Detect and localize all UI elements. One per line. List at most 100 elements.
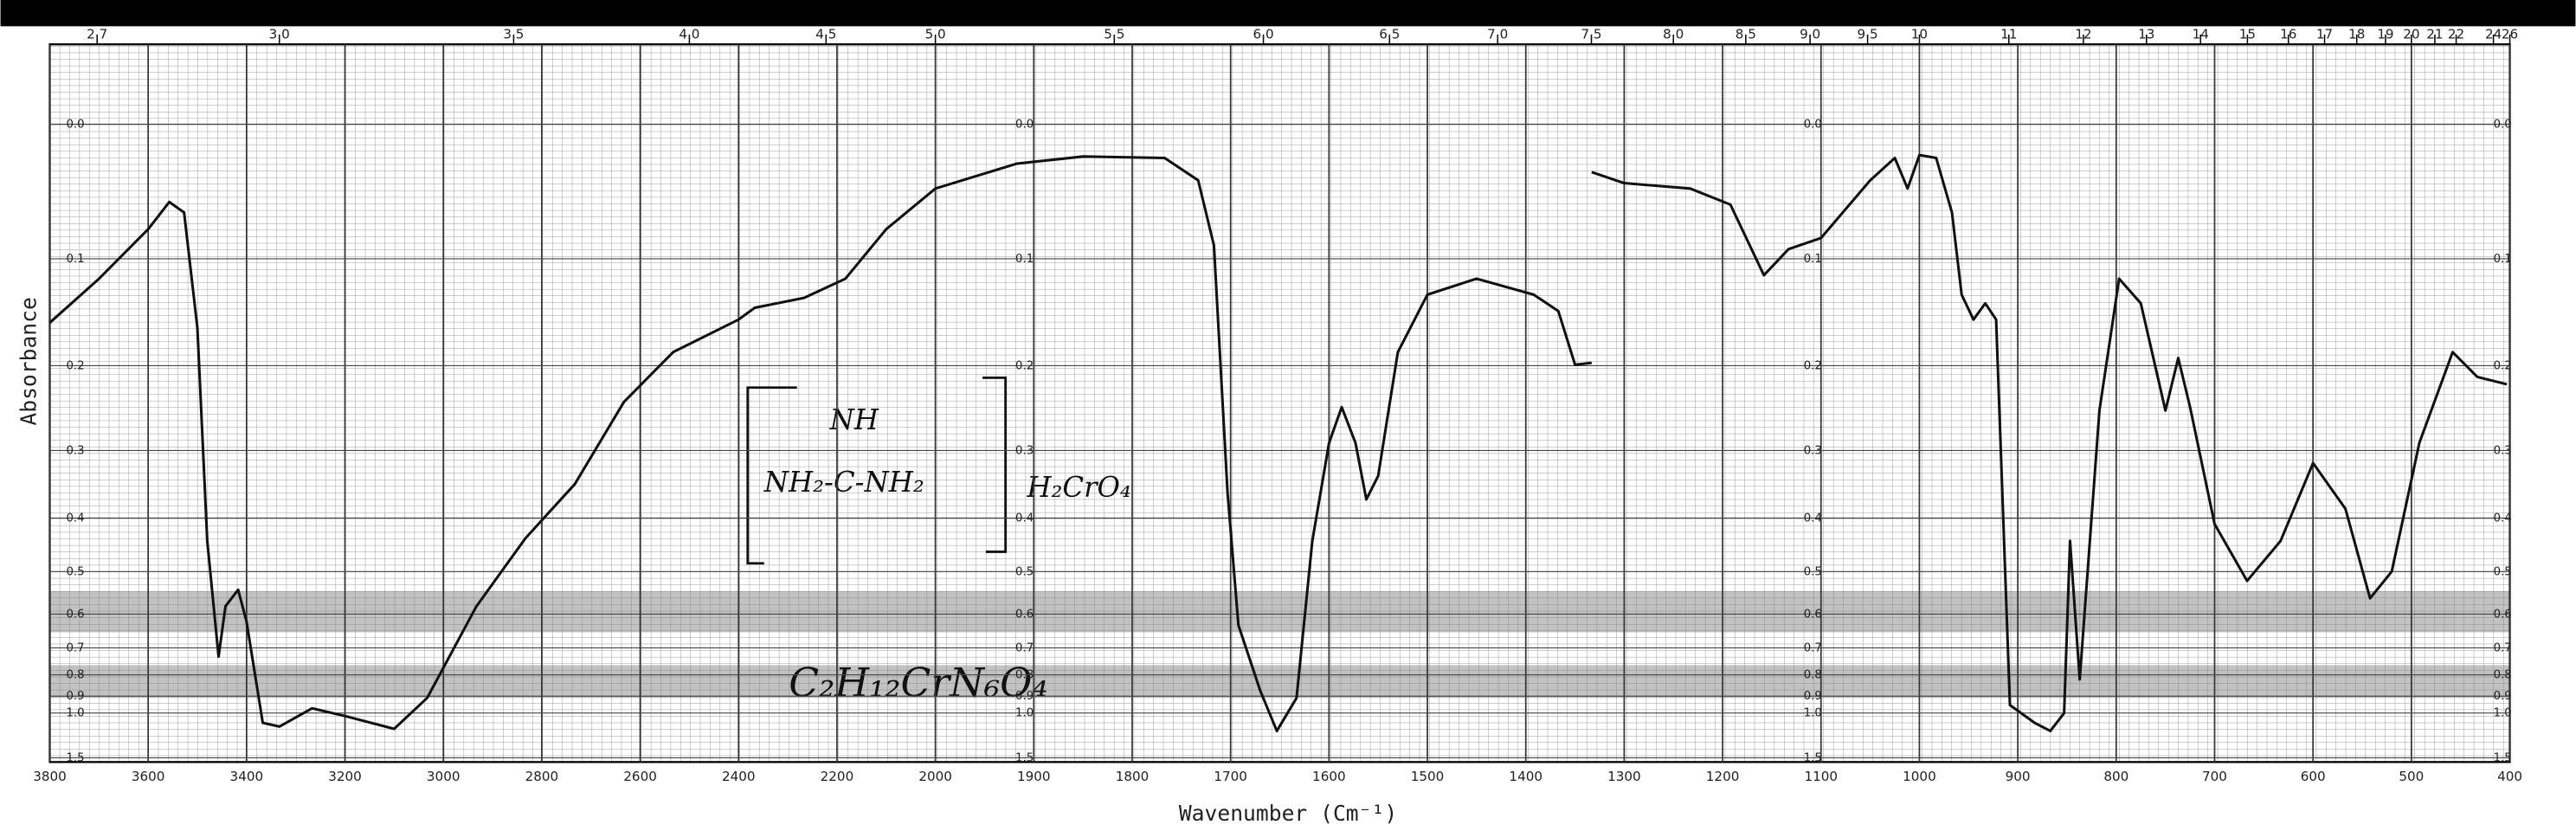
y-tick-label: 0.8	[1804, 669, 1822, 682]
x-tick-label: 2600	[623, 769, 657, 784]
y-tick-label: 0.5	[1015, 565, 1034, 578]
shade-band	[49, 591, 2510, 633]
y-tick-label: 0.7	[2494, 641, 2512, 654]
y-tick-label: 0.2	[1804, 359, 1822, 372]
x2-tick-label: 21	[2426, 26, 2443, 42]
x2-tick-label: 6.5	[1379, 26, 1400, 42]
x-tick-label: 1100	[1804, 769, 1838, 784]
y-tick-label: 0.3	[1804, 444, 1822, 457]
y-tick-label: 0.8	[66, 669, 84, 682]
annotation: C₂H₁₂CrN₆O₄	[789, 660, 1047, 706]
x-tick-label: 1000	[1903, 769, 1936, 784]
x-tick-label: 400	[2497, 769, 2522, 784]
x2-tick-label: 10	[1911, 26, 1928, 42]
x2-tick-label: 3.0	[269, 26, 290, 42]
y-tick-label: 0.8	[1015, 669, 1034, 682]
shade-band	[49, 665, 2510, 699]
y-tick-label: 1.5	[2494, 751, 2512, 764]
y-tick-label: 0.4	[66, 512, 84, 525]
x-tick-label: 500	[2399, 769, 2424, 784]
x2-tick-label: 12	[2075, 26, 2091, 42]
y-tick-label: 0.0	[66, 118, 84, 131]
y-tick-label: 0.9	[66, 690, 84, 703]
bracket	[746, 376, 1008, 565]
x2-tick-label: 15	[2239, 26, 2256, 42]
y-tick-label: 0.8	[2494, 669, 2512, 682]
y-tick-label: 0.1	[1015, 253, 1034, 266]
y-tick-label: 1.0	[2494, 707, 2512, 720]
x2-tick-label: 9.0	[1800, 26, 1820, 42]
x2-tick-label: 19	[2377, 26, 2393, 42]
x-tick-label: 3200	[328, 769, 362, 784]
x-tick-label: 1800	[1116, 769, 1150, 784]
x2-tick-label: 4.0	[679, 26, 699, 42]
y-tick-label: 0.3	[2494, 444, 2512, 457]
x2-tick-label: 14	[2193, 26, 2209, 42]
y-tick-label: 1.5	[66, 751, 84, 764]
x2-tick-label: 24	[2485, 26, 2502, 42]
y-tick-label: 0.4	[2494, 512, 2512, 525]
y-tick-label: 1.0	[1015, 707, 1034, 720]
graph-paper	[49, 44, 2510, 763]
x2-tick-label: 20	[2403, 26, 2419, 42]
y-tick-label: 0.1	[66, 253, 84, 266]
x-tick-label: 900	[2006, 769, 2031, 784]
x-tick-label: 800	[2103, 769, 2128, 784]
x-tick-label: 1600	[1312, 769, 1346, 784]
x2-tick-label: 18	[2348, 26, 2365, 42]
y-tick-label: 0.5	[1804, 565, 1822, 578]
y-tick-label: 0.9	[2494, 690, 2512, 703]
x2-tick-label: 13	[2138, 26, 2154, 42]
annotation: NH₂-C-NH₂	[763, 466, 924, 499]
y-tick-label: 0.6	[1015, 608, 1034, 621]
y-tick-label: 0.0	[1804, 118, 1822, 131]
y-tick-label: 1.5	[1804, 751, 1822, 764]
y-tick-label: 0.1	[1804, 253, 1822, 266]
y-tick-label: 0.3	[1015, 444, 1034, 457]
x2-tick-label: 4.5	[815, 26, 836, 42]
x-tick-label: 2200	[821, 769, 854, 784]
y-tick-label: 0.5	[66, 565, 84, 578]
x2-tick-label: 7.5	[1581, 26, 1601, 42]
x-tick-label: 2000	[918, 769, 952, 784]
x2-tick-label: 16	[2280, 26, 2296, 42]
x-axis-label: Wavenumber (Cm⁻¹)	[1179, 801, 1397, 826]
x-tick-label: 3000	[427, 769, 460, 784]
spectrum-line	[48, 153, 2508, 732]
x-tick-label: 3600	[132, 769, 165, 784]
x-tick-label: 700	[2202, 769, 2227, 784]
x2-tick-label: 5.0	[925, 26, 946, 42]
y-tick-label: 1.5	[1015, 751, 1034, 764]
x2-tick-label: 11	[2000, 26, 2017, 42]
x-tick-label: 3400	[230, 769, 264, 784]
x2-tick-label: 9.5	[1858, 26, 1878, 42]
y-tick-label: 1.0	[1804, 707, 1822, 720]
y-tick-label: 0.4	[1804, 512, 1822, 525]
x-tick-label: 3800	[33, 769, 67, 784]
y-tick-label: 0.1	[2494, 253, 2512, 266]
x-tick-label: 1700	[1214, 769, 1247, 784]
x-tick-label: 1400	[1509, 769, 1542, 784]
y-tick-label: 0.6	[66, 608, 84, 621]
x-tick-label: 2800	[525, 769, 559, 784]
y-tick-label: 0.6	[2494, 608, 2512, 621]
x-tick-label: 600	[2301, 769, 2326, 784]
y-tick-label: 0.9	[1804, 690, 1822, 703]
y-tick-label: 0.0	[1015, 118, 1034, 131]
x2-tick-label: 7.0	[1487, 26, 1508, 42]
x2-tick-label: 2.7	[87, 26, 107, 42]
y-tick-label: 0.0	[2494, 118, 2512, 131]
y-axis-label: Absorbance	[16, 297, 42, 425]
x-tick-label: 1200	[1706, 769, 1740, 784]
x-tick-label: 1900	[1017, 769, 1051, 784]
y-tick-label: 0.4	[1015, 512, 1034, 525]
x2-tick-label: 26	[2502, 26, 2518, 42]
y-tick-label: 0.5	[2494, 565, 2512, 578]
x2-tick-label: 8.5	[1736, 26, 1756, 42]
x2-tick-label: 22	[2448, 26, 2464, 42]
annotation: H₂CrO₄	[1026, 471, 1131, 504]
x2-tick-label: 3.5	[503, 26, 524, 42]
y-tick-label: 0.2	[1015, 359, 1034, 372]
x-tick-label: 2400	[722, 769, 756, 784]
